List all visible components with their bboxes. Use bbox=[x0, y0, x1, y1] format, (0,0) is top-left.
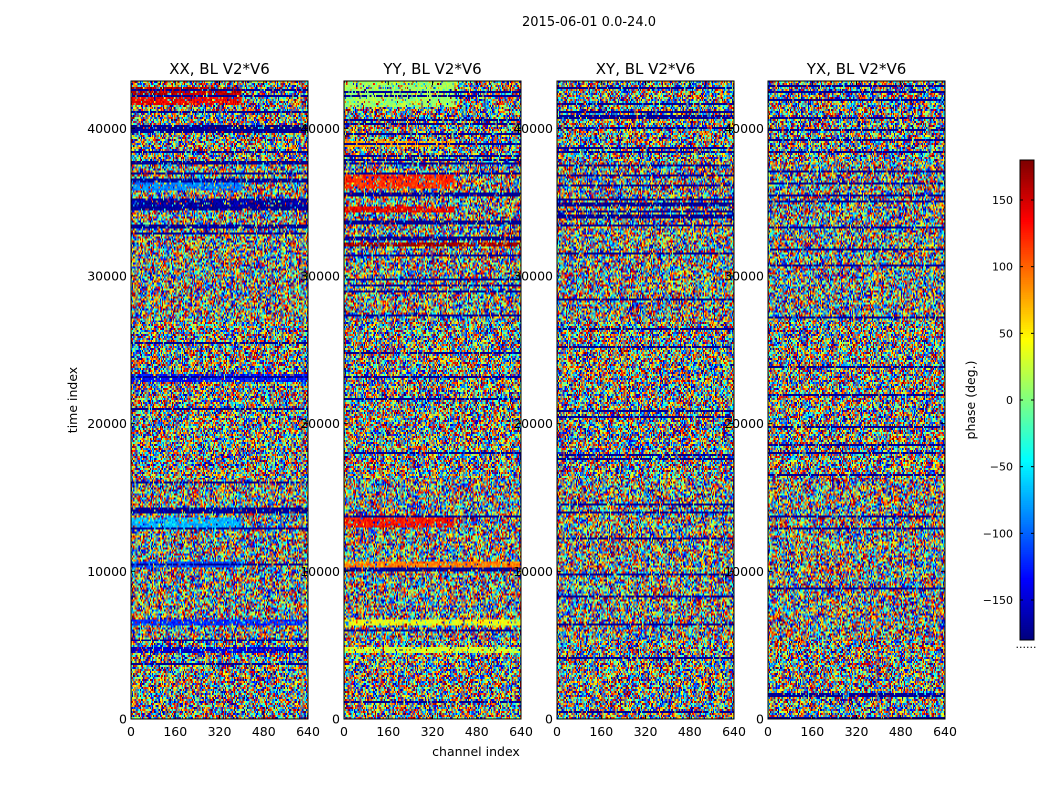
y-tick-label: 40000 bbox=[300, 121, 340, 136]
panel-title: YY, BL V2*V6 bbox=[382, 60, 481, 78]
panel-title: YX, BL V2*V6 bbox=[806, 60, 907, 78]
colorbar-tick-label: 0 bbox=[1006, 394, 1013, 407]
y-tick-label: 40000 bbox=[724, 121, 764, 136]
x-tick-label: 320 bbox=[208, 724, 232, 739]
y-tick-label: 10000 bbox=[513, 564, 553, 579]
colorbar-tick-label: −150 bbox=[983, 594, 1013, 607]
y-tick-label: 10000 bbox=[724, 564, 764, 579]
y-tick-label: 40000 bbox=[87, 121, 127, 136]
y-tick-label: 30000 bbox=[513, 268, 553, 283]
y-tick-label: 0 bbox=[756, 712, 764, 727]
y-tick-label: 30000 bbox=[87, 268, 127, 283]
colorbar-extra-label: ...... bbox=[1016, 638, 1037, 651]
heatmap-image bbox=[131, 81, 308, 719]
colorbar-tick-label: −50 bbox=[990, 461, 1013, 474]
y-tick-label: 20000 bbox=[87, 416, 127, 431]
y-tick-label: 0 bbox=[119, 712, 127, 727]
x-tick-label: 160 bbox=[376, 724, 400, 739]
heatmap-image bbox=[344, 81, 521, 719]
y-tick-label: 10000 bbox=[300, 564, 340, 579]
x-tick-label: 320 bbox=[634, 724, 658, 739]
y-tick-label: 10000 bbox=[87, 564, 127, 579]
x-tick-label: 0 bbox=[340, 724, 348, 739]
y-axis-label: time index bbox=[65, 367, 80, 433]
x-tick-label: 320 bbox=[421, 724, 445, 739]
panel-title: XY, BL V2*V6 bbox=[596, 60, 696, 78]
y-tick-label: 30000 bbox=[724, 268, 764, 283]
y-tick-label: 20000 bbox=[724, 416, 764, 431]
panel-4: YX, BL V2*V6 0 160 320 480 640 0 10000 20000 3000… bbox=[724, 60, 957, 739]
x-tick-label: 480 bbox=[889, 724, 913, 739]
colorbar-tick-label: 50 bbox=[999, 327, 1013, 340]
x-tick-label: 0 bbox=[764, 724, 772, 739]
panel-2: YY, BL V2*V6 0 160 320 480 640 0 10000 20000 3000… bbox=[300, 60, 533, 739]
colorbar-tick-label: −100 bbox=[983, 527, 1013, 540]
colorbar-gradient bbox=[1020, 160, 1034, 640]
y-tick-label: 20000 bbox=[300, 416, 340, 431]
panel-1: XX, BL V2*V6 0 160 320 480 640 0 10000 20000 3000… bbox=[87, 60, 320, 739]
colorbar-label: phase (deg.) bbox=[963, 361, 978, 440]
y-tick-label: 0 bbox=[332, 712, 340, 727]
panel-3: XY, BL V2*V6 0 160 320 480 640 0 10000 20000 3000… bbox=[513, 60, 746, 739]
panels: XX, BL V2*V6 0 160 320 480 640 0 10000 20000 3000… bbox=[87, 60, 957, 739]
x-tick-label: 480 bbox=[252, 724, 276, 739]
colorbar: 150 100 50 0 −50 −100 −150 phase (deg.) ...... bbox=[963, 159, 1037, 651]
x-tick-label: 0 bbox=[553, 724, 561, 739]
x-tick-label: 640 bbox=[509, 724, 533, 739]
heatmap-image bbox=[768, 81, 945, 719]
x-tick-label: 0 bbox=[127, 724, 135, 739]
colorbar-tick-label: 100 bbox=[992, 261, 1013, 274]
x-tick-label: 160 bbox=[800, 724, 824, 739]
colorbar-tick-label: 150 bbox=[992, 194, 1013, 207]
x-axis-label: channel index bbox=[432, 744, 520, 759]
x-tick-label: 640 bbox=[722, 724, 746, 739]
heatmap-image bbox=[557, 81, 734, 719]
x-tick-label: 160 bbox=[589, 724, 613, 739]
x-tick-label: 640 bbox=[933, 724, 957, 739]
colorbar-ticks: 150 100 50 0 −50 −100 −150 bbox=[983, 194, 1034, 607]
x-tick-label: 480 bbox=[678, 724, 702, 739]
figure-title: 2015-06-01 0.0-24.0 bbox=[522, 15, 656, 30]
x-tick-label: 480 bbox=[465, 724, 489, 739]
y-tick-label: 0 bbox=[545, 712, 553, 727]
x-tick-label: 160 bbox=[163, 724, 187, 739]
x-tick-label: 640 bbox=[296, 724, 320, 739]
y-tick-label: 40000 bbox=[513, 121, 553, 136]
y-tick-label: 20000 bbox=[513, 416, 553, 431]
panel-title: XX, BL V2*V6 bbox=[169, 60, 270, 78]
y-tick-label: 30000 bbox=[300, 268, 340, 283]
x-tick-label: 320 bbox=[845, 724, 869, 739]
